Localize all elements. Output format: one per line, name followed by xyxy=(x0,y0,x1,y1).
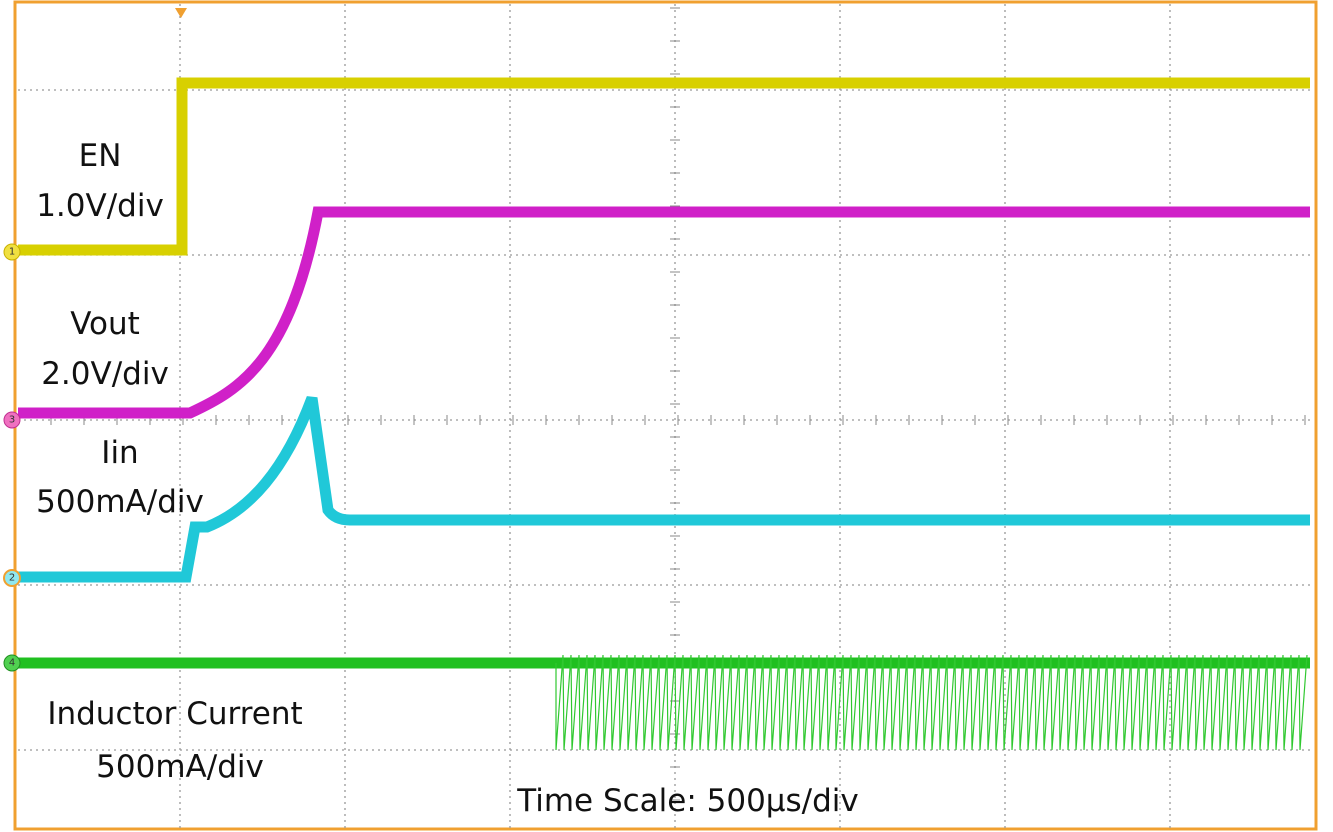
label: 2.0V/div xyxy=(41,356,169,392)
ripple-path xyxy=(555,654,1308,751)
trigger-marker xyxy=(175,8,187,18)
iin-trace xyxy=(18,396,1310,583)
inductor-ripple xyxy=(555,654,1308,751)
vout-trace xyxy=(18,206,1310,419)
channel-number: 2 xyxy=(9,573,15,584)
time-scale: Time Scale: 500µs/div xyxy=(516,783,859,819)
en-trace xyxy=(18,77,1310,256)
channel-number: 3 xyxy=(9,415,15,426)
label: Inductor Current xyxy=(47,696,302,732)
label: 500mA/div xyxy=(36,484,204,520)
channel-marker: 4 xyxy=(3,654,21,672)
label: Vout xyxy=(70,306,140,342)
channel-marker: 2 xyxy=(3,569,21,587)
label: EN xyxy=(79,138,122,174)
channel-number: 4 xyxy=(9,658,15,669)
label: 1.0V/div xyxy=(36,188,164,224)
channel-marker: 3 xyxy=(3,411,21,429)
label: 500mA/div xyxy=(96,749,264,785)
channel-marker: 1 xyxy=(3,243,21,261)
label: Iin xyxy=(101,435,138,471)
channel-number: 1 xyxy=(9,247,15,258)
